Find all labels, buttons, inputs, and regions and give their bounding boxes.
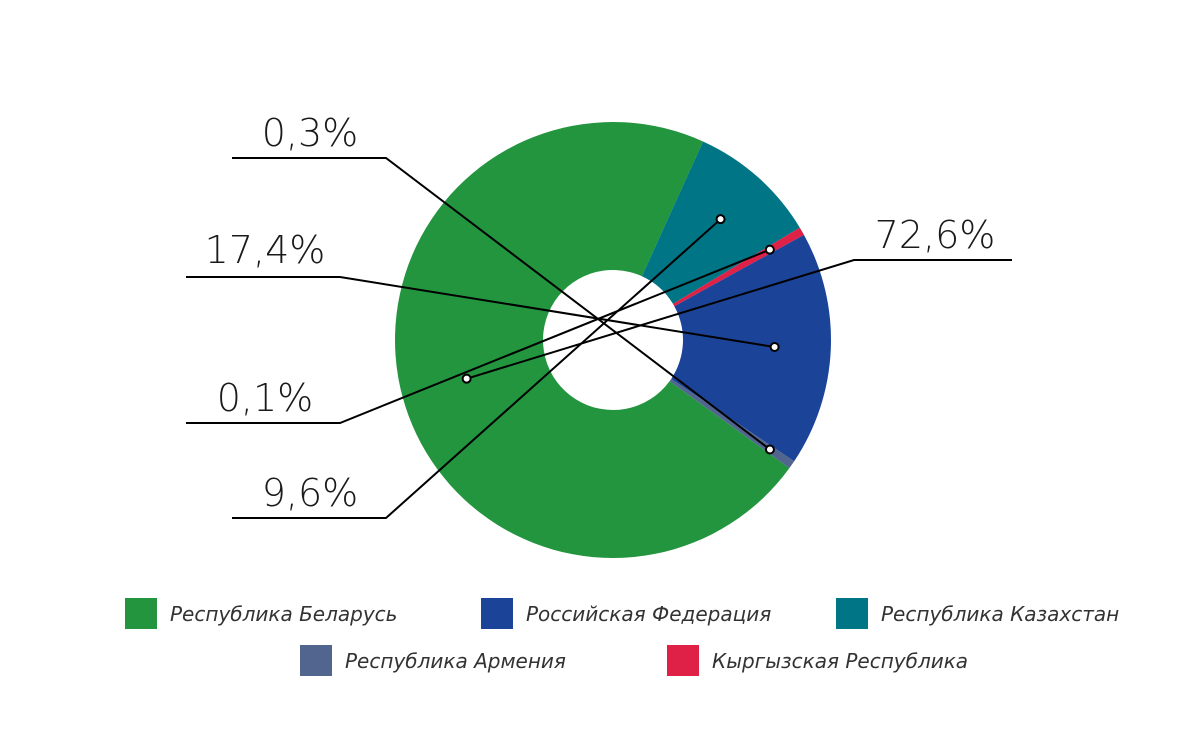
legend-swatch xyxy=(836,598,868,629)
leader-line-республика-беларусь xyxy=(466,259,1012,380)
legend: Республика Беларусь Российская Федерация Р… xyxy=(125,598,1119,676)
legend-item-кыргызская-республика: Кыргызская Республика xyxy=(667,645,968,676)
leader-dot-республика-армения xyxy=(764,444,775,455)
slice-label-республика-беларусь: 72,6% xyxy=(875,213,996,257)
legend-swatch xyxy=(125,598,157,629)
legend-label: Кыргызская Республика xyxy=(712,649,968,673)
leader-line-республика-армения xyxy=(232,157,771,451)
legend-swatch xyxy=(300,645,332,676)
leader-line-республика-казахстан xyxy=(232,218,722,519)
slice-республика-армения xyxy=(669,378,795,469)
legend-item-российская-федерация: Российская Федерация xyxy=(481,598,771,629)
legend-swatch xyxy=(481,598,513,629)
leader-dot-кыргызская-республика xyxy=(764,244,775,255)
leader-line-российская-федерация xyxy=(186,276,775,348)
legend-label: Российская Федерация xyxy=(526,602,771,626)
slice-label-российская-федерация: 17,4% xyxy=(205,228,326,272)
slice-label-республика-казахстан: 9,6% xyxy=(262,471,359,515)
legend-label: Республика Беларусь xyxy=(170,602,397,626)
leader-dot-республика-беларусь xyxy=(461,373,472,384)
slice-label-кыргызская-республика: 0,1% xyxy=(217,376,314,420)
legend-item-республика-беларусь: Республика Беларусь xyxy=(125,598,397,629)
slice-label-республика-армения: 0,3% xyxy=(262,111,359,155)
leader-line-кыргызская-республика xyxy=(186,248,771,424)
legend-item-республика-казахстан: Республика Казахстан xyxy=(836,598,1119,629)
legend-swatch xyxy=(667,645,699,676)
donut-slices xyxy=(394,121,831,558)
legend-item-республика-армения: Республика Армения xyxy=(300,645,566,676)
leader-lines xyxy=(186,157,1012,519)
leader-dot-российская-федерация xyxy=(769,341,780,352)
slice-labels: 72,6% 9,6% 0,1% 17,4% 0,3% xyxy=(205,111,996,515)
leader-dot-республика-казахстан xyxy=(715,214,726,225)
slice-республика-беларусь xyxy=(394,121,790,558)
legend-label: Республика Армения xyxy=(345,649,566,673)
legend-label: Республика Казахстан xyxy=(881,602,1119,626)
